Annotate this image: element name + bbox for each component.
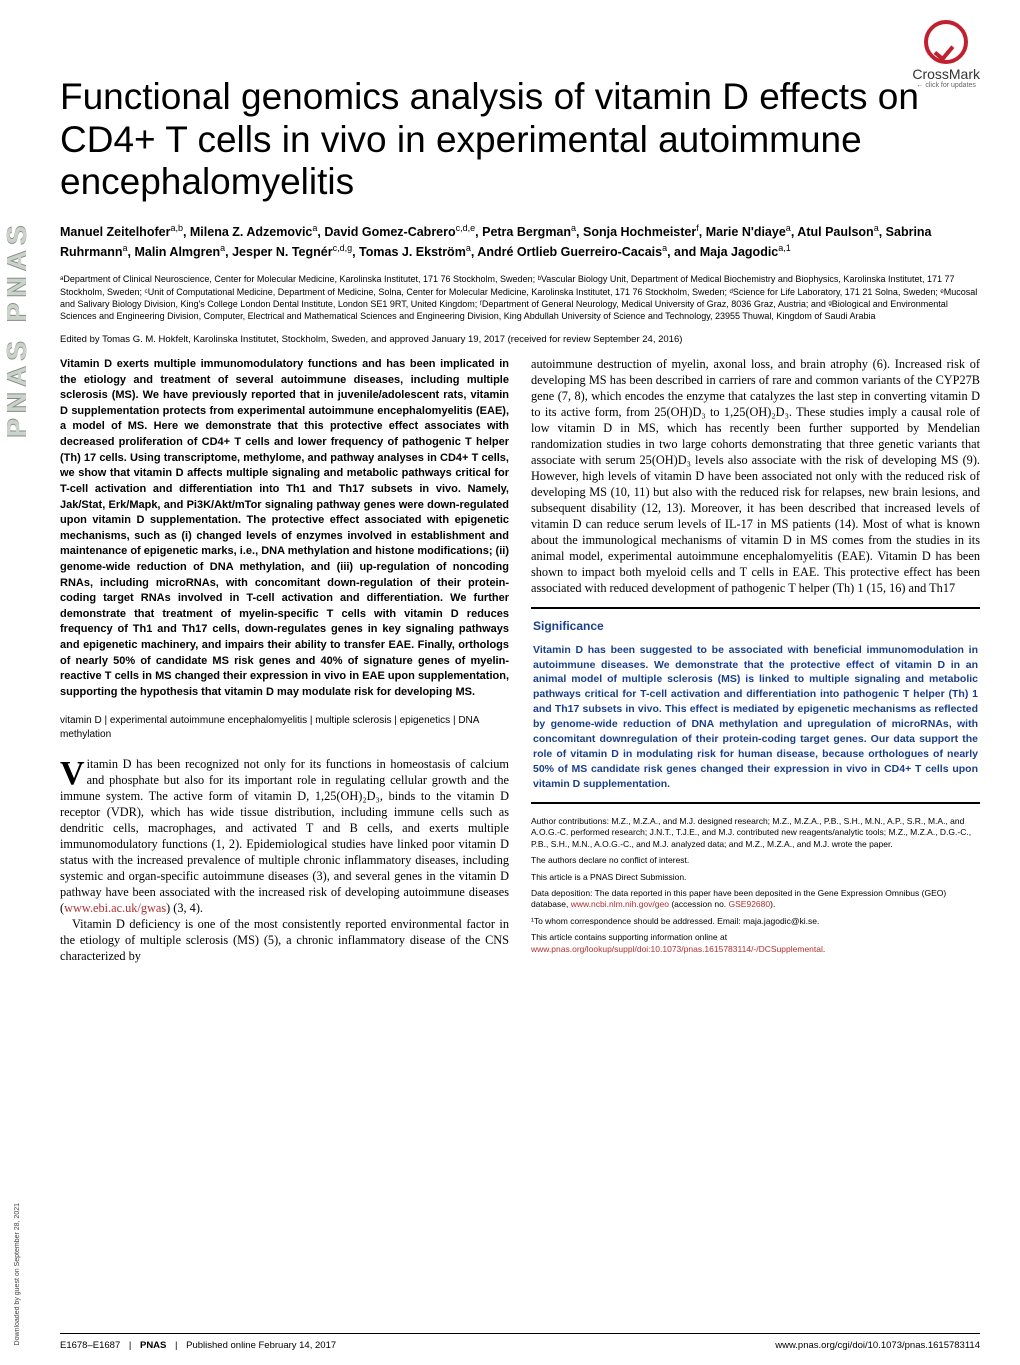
crossmark-icon	[924, 20, 968, 64]
supp-pre: This article contains supporting informa…	[531, 932, 727, 942]
download-timestamp: Downloaded by guest on September 28, 202…	[14, 1203, 21, 1345]
left-column: Vitamin D exerts multiple immunomodulato…	[60, 357, 509, 965]
abstract: Vitamin D exerts multiple immunomodulato…	[60, 357, 509, 700]
conflict-statement: The authors declare no conflict of inter…	[531, 855, 980, 866]
body-text-left: Vitamin D has been recognized not only f…	[60, 757, 509, 965]
direct-submission: This article is a PNAS Direct Submission…	[531, 872, 980, 883]
author-list: Manuel Zeitelhofera,b, Milena Z. Adzemov…	[60, 222, 980, 262]
two-column-body: Vitamin D exerts multiple immunomodulato…	[60, 357, 980, 965]
correspondence: ¹To whom correspondence should be addres…	[531, 916, 980, 927]
crossmark-label: CrossMark	[912, 66, 980, 82]
crossmark-badge[interactable]: CrossMark ← click for updates	[912, 20, 980, 89]
footer-journal: PNAS	[140, 1340, 166, 1351]
body-para-2: Vitamin D deficiency is one of the most …	[60, 917, 509, 965]
body-para-1-tail: ) (3, 4).	[166, 901, 203, 915]
geo-link[interactable]: www.ncbi.nlm.nih.gov/geo	[571, 899, 669, 909]
body-para-1: itamin D has been recognized not only fo…	[60, 757, 509, 915]
gwas-link[interactable]: www.ebi.ac.uk/gwas	[64, 901, 166, 915]
body-text-right: autoimmune destruction of myelin, axonal…	[531, 357, 980, 597]
article-page: CrossMark ← click for updates Functional…	[60, 20, 980, 965]
supp-link[interactable]: www.pnas.org/lookup/suppl/doi:10.1073/pn…	[531, 944, 823, 954]
data-dep-post: ).	[770, 899, 775, 909]
footer-doi[interactable]: www.pnas.org/cgi/doi/10.1073/pnas.161578…	[775, 1340, 980, 1351]
edited-by-line: Edited by Tomas G. M. Hokfelt, Karolinsk…	[60, 334, 980, 345]
supp-post: .	[823, 944, 825, 954]
supporting-info: This article contains supporting informa…	[531, 932, 980, 955]
significance-box: Significance Vitamin D has been suggeste…	[531, 607, 980, 804]
pnas-vertical-logo: PNAS PNAS	[1, 220, 33, 437]
data-dep-mid: (accession no.	[669, 899, 729, 909]
accession-link[interactable]: GSE92680	[729, 899, 771, 909]
footer-left: E1678–E1687 | PNAS | Published online Fe…	[60, 1340, 336, 1351]
significance-body: Vitamin D has been suggested to be assoc…	[533, 643, 978, 792]
page-footer: E1678–E1687 | PNAS | Published online Fe…	[60, 1333, 980, 1351]
crossmark-subtitle: ← click for updates	[912, 82, 980, 89]
pub-date: Published online February 14, 2017	[186, 1340, 336, 1351]
affiliations: ᵃDepartment of Clinical Neuroscience, Ce…	[60, 273, 980, 322]
page-range: E1678–E1687	[60, 1340, 120, 1351]
keywords: vitamin D | experimental autoimmune ence…	[60, 714, 509, 740]
author-contributions: Author contributions: M.Z., M.Z.A., and …	[531, 816, 980, 850]
data-deposition: Data deposition: The data reported in th…	[531, 888, 980, 911]
footnotes: Author contributions: M.Z., M.Z.A., and …	[531, 816, 980, 956]
body-para-r1: autoimmune destruction of myelin, axonal…	[531, 357, 980, 597]
right-column: autoimmune destruction of myelin, axonal…	[531, 357, 980, 965]
significance-title: Significance	[533, 619, 978, 635]
article-title: Functional genomics analysis of vitamin …	[60, 76, 980, 204]
journal-sidebar: PNAS PNAS Downloaded by guest on Septemb…	[0, 0, 34, 1365]
dropcap: V	[60, 757, 87, 789]
